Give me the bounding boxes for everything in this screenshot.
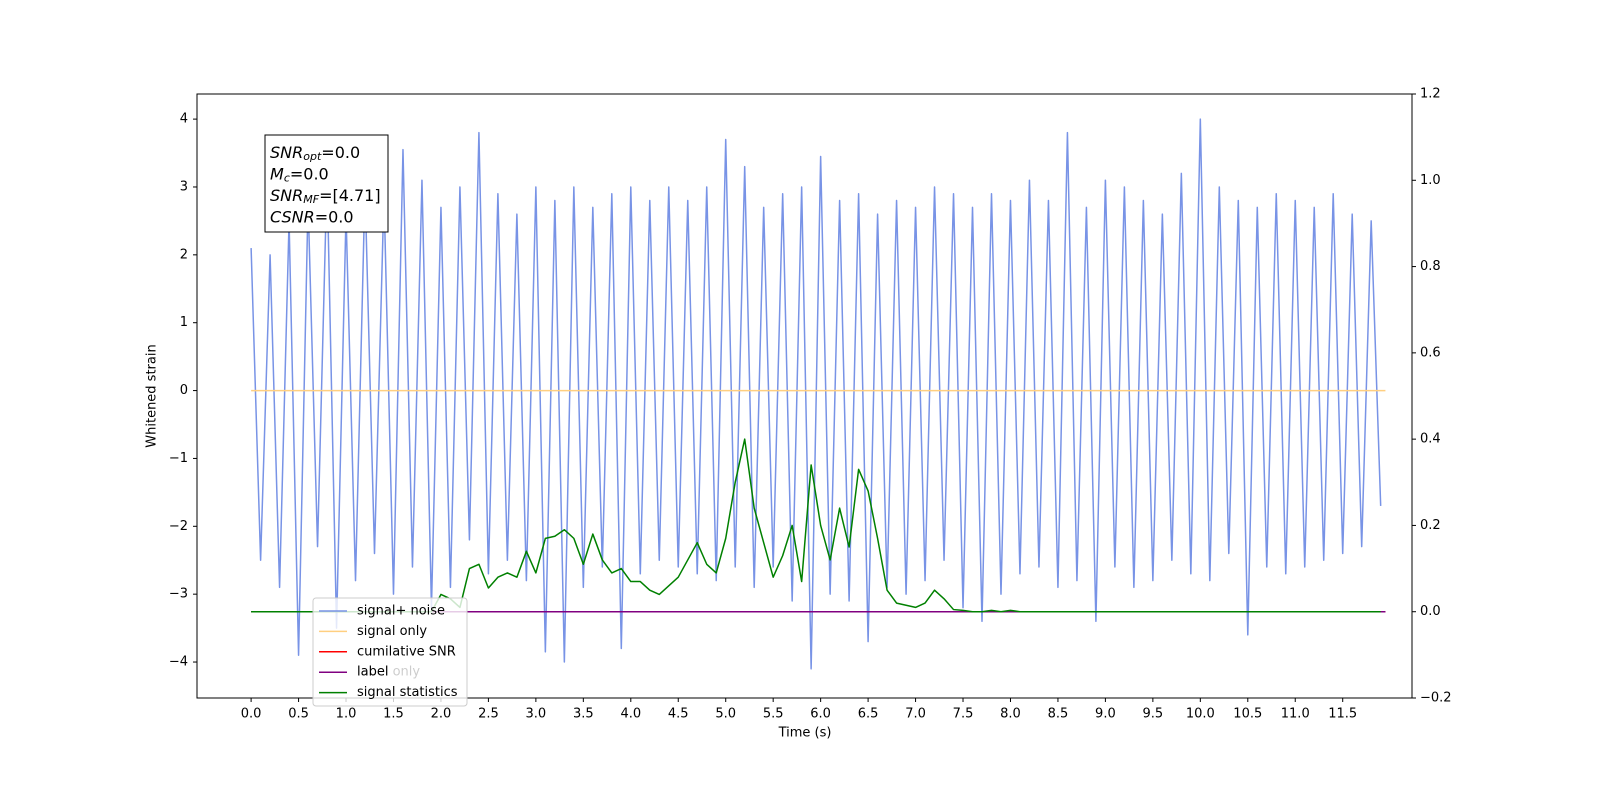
y2-tick-label: 0.4 — [1420, 432, 1441, 447]
y-tick-label: −2 — [169, 519, 188, 534]
y2-tick-label: 0.0 — [1420, 604, 1441, 619]
stats-name: CSNR — [270, 207, 315, 226]
series-line — [251, 438, 1381, 613]
y2-tick-label: −0.2 — [1420, 691, 1452, 706]
x-tick-label: 9.0 — [1095, 707, 1116, 722]
y-tick-label: −4 — [169, 655, 188, 670]
x-axis-label: Time (s) — [778, 726, 832, 741]
y2-tick-label: 0.8 — [1420, 259, 1441, 274]
x-tick-label: 4.5 — [668, 707, 689, 722]
y2-tick-label: 0.6 — [1420, 345, 1441, 360]
x-tick-label: 4.0 — [620, 707, 641, 722]
x-tick-label: 11.0 — [1281, 707, 1310, 722]
x-tick-label: 11.5 — [1328, 707, 1357, 722]
series-line — [250, 118, 1382, 670]
x-tick-label: 1.5 — [383, 707, 404, 722]
x-tick-label: 9.5 — [1143, 707, 1164, 722]
y2-tick-label: 0.2 — [1420, 518, 1441, 533]
legend-frame — [312, 597, 468, 707]
x-tick-label: 6.5 — [858, 707, 879, 722]
y-tick-label: 3 — [180, 179, 188, 194]
legend-label: label — [357, 665, 388, 680]
x-tick-label: 7.5 — [953, 707, 974, 722]
x-tick-label: 10.0 — [1186, 707, 1215, 722]
x-tick-label: 5.5 — [763, 707, 784, 722]
x-tick-label: 0.0 — [241, 707, 262, 722]
y-tick-label: 2 — [180, 247, 188, 262]
y2-tick-label: 1.0 — [1420, 173, 1441, 188]
stats-name: SNR — [270, 186, 303, 205]
x-tick-label: 8.5 — [1048, 707, 1069, 722]
x-tick-label: 8.0 — [1000, 707, 1021, 722]
y-tick-label: −3 — [169, 587, 188, 602]
x-tick-label: 3.0 — [526, 707, 547, 722]
x-tick-label: 1.0 — [336, 707, 357, 722]
x-tick-label: 10.5 — [1233, 707, 1262, 722]
stats-value: =0.0 — [315, 207, 354, 226]
y-axis-label: Whitened strain — [145, 344, 160, 447]
plot-frame — [196, 93, 1413, 699]
y-tick-label: 1 — [180, 315, 188, 330]
stats-subscript: opt — [303, 150, 322, 163]
y2-tick-label: 1.2 — [1420, 87, 1441, 102]
stats-line: Mc=0.0 — [270, 164, 329, 185]
stats-line: SNRMF=[4.71] — [270, 186, 381, 207]
x-tick-label: 2.0 — [431, 707, 452, 722]
stats-line: CSNR=0.0 — [270, 207, 354, 226]
stats-value: =0.0 — [290, 164, 329, 183]
x-tick-label: 5.0 — [715, 707, 736, 722]
stats-box-frame — [264, 134, 389, 233]
stats-name: M — [270, 164, 284, 183]
stats-line: SNRopt=0.0 — [270, 143, 360, 164]
x-tick-label: 7.0 — [905, 707, 926, 722]
x-tick-label: 2.5 — [478, 707, 499, 722]
x-tick-label: 0.5 — [288, 707, 309, 722]
y-tick-label: 4 — [180, 112, 188, 127]
legend-label: signal statistics — [357, 685, 458, 700]
legend-label: signal+ noise — [357, 604, 445, 619]
stats-value: =0.0 — [321, 143, 360, 162]
x-tick-label: 3.5 — [573, 707, 594, 722]
stats-name: SNR — [270, 143, 303, 162]
legend-label: signal only — [357, 624, 427, 639]
y-tick-label: −1 — [169, 451, 188, 466]
legend-label: cumilative SNR — [357, 644, 456, 659]
x-tick-label: 6.0 — [810, 707, 831, 722]
stats-subscript: MF — [303, 193, 319, 206]
y-tick-label: 0 — [180, 383, 188, 398]
stats-value: =[4.71] — [319, 186, 381, 205]
stats-subscript: c — [284, 172, 290, 185]
